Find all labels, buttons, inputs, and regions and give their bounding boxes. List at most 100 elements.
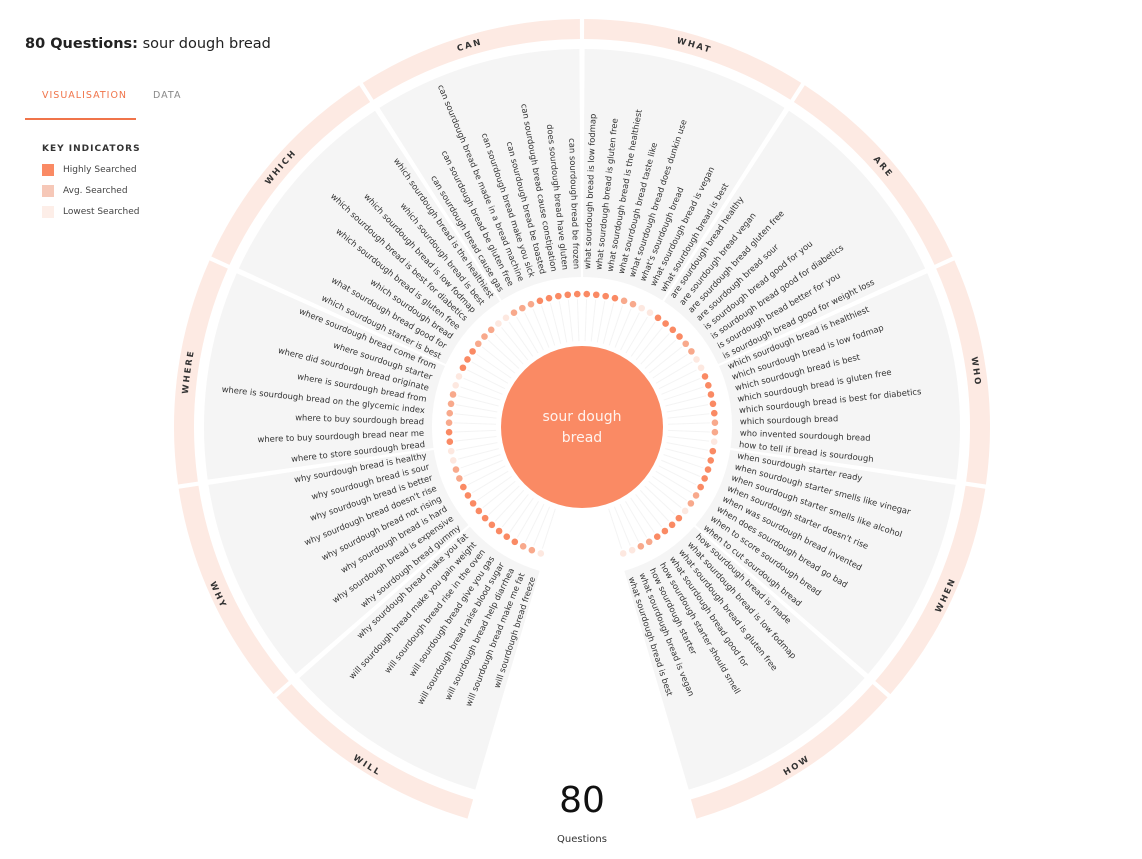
search-volume-dot[interactable] xyxy=(628,546,636,554)
search-volume-dot[interactable] xyxy=(445,428,453,436)
search-volume-dot[interactable] xyxy=(669,326,677,334)
search-volume-dot[interactable] xyxy=(446,438,454,446)
category-ring[interactable] xyxy=(178,485,289,695)
search-volume-dot[interactable] xyxy=(709,447,717,455)
search-volume-dot[interactable] xyxy=(445,419,453,427)
search-volume-dot[interactable] xyxy=(645,538,653,546)
search-volume-dot[interactable] xyxy=(692,492,700,499)
search-volume-dot[interactable] xyxy=(519,304,526,312)
question-text[interactable]: where to buy sourdough bread xyxy=(295,412,424,426)
search-volume-dot[interactable] xyxy=(495,320,502,327)
search-volume-dot[interactable] xyxy=(611,294,619,302)
search-volume-dot[interactable] xyxy=(474,340,482,348)
search-volume-dot[interactable] xyxy=(503,533,511,540)
search-volume-dot[interactable] xyxy=(564,291,572,299)
search-volume-dot[interactable] xyxy=(536,297,544,305)
category-ring[interactable] xyxy=(875,485,986,695)
search-volume-dot[interactable] xyxy=(654,314,662,322)
search-volume-dot[interactable] xyxy=(629,300,637,308)
search-volume-dot[interactable] xyxy=(701,475,708,482)
search-volume-dot[interactable] xyxy=(668,521,676,529)
search-volume-dot[interactable] xyxy=(681,507,689,515)
search-volume-dot[interactable] xyxy=(519,542,527,550)
search-volume-dot[interactable] xyxy=(583,290,591,298)
search-volume-dot[interactable] xyxy=(710,438,718,446)
question-text[interactable]: which sourdough bread xyxy=(740,413,839,426)
search-volume-dot[interactable] xyxy=(620,297,628,305)
search-volume-dot[interactable] xyxy=(710,409,718,417)
search-volume-dot[interactable] xyxy=(456,475,463,482)
search-volume-dot[interactable] xyxy=(502,314,510,322)
question-text[interactable]: can sourdough bread be frozen xyxy=(567,138,582,269)
search-volume-dot[interactable] xyxy=(464,356,471,363)
category-ring[interactable] xyxy=(362,19,580,100)
spoke xyxy=(524,503,545,543)
search-volume-dot[interactable] xyxy=(638,304,645,312)
tab-visualisation[interactable]: VISUALISATION xyxy=(42,90,128,101)
search-volume-dot[interactable] xyxy=(469,500,477,507)
search-volume-dot[interactable] xyxy=(704,466,712,473)
search-volume-dot[interactable] xyxy=(675,514,683,522)
search-volume-dot[interactable] xyxy=(709,400,717,408)
search-volume-dot[interactable] xyxy=(460,483,467,491)
tab-data[interactable]: DATA xyxy=(153,90,182,101)
search-volume-dot[interactable] xyxy=(449,457,457,464)
search-volume-dot[interactable] xyxy=(447,447,455,455)
category-ring[interactable] xyxy=(276,684,474,819)
search-volume-dot[interactable] xyxy=(510,309,518,316)
search-volume-dot[interactable] xyxy=(711,419,719,427)
search-volume-dot[interactable] xyxy=(511,538,519,546)
category-ring[interactable] xyxy=(174,260,228,485)
search-volume-dot[interactable] xyxy=(537,550,545,557)
search-volume-dot[interactable] xyxy=(637,542,645,550)
search-volume-dot[interactable] xyxy=(697,483,704,491)
search-volume-dot[interactable] xyxy=(693,356,700,363)
search-volume-dot[interactable] xyxy=(707,391,715,398)
search-volume-dot[interactable] xyxy=(662,320,669,327)
search-volume-dot[interactable] xyxy=(488,521,496,529)
search-volume-dot[interactable] xyxy=(711,428,719,436)
search-volume-dot[interactable] xyxy=(653,533,661,540)
search-volume-dot[interactable] xyxy=(682,340,690,348)
search-volume-dot[interactable] xyxy=(527,300,535,308)
search-volume-dot[interactable] xyxy=(528,546,536,554)
search-volume-dot[interactable] xyxy=(545,294,553,302)
search-volume-dot[interactable] xyxy=(449,391,457,398)
search-volume-dot[interactable] xyxy=(452,466,460,473)
search-volume-dot[interactable] xyxy=(676,333,683,340)
search-volume-dot[interactable] xyxy=(475,507,483,515)
search-volume-dot[interactable] xyxy=(661,527,669,535)
search-volume-dot[interactable] xyxy=(688,348,695,355)
search-volume-dot[interactable] xyxy=(459,364,467,372)
search-volume-dot[interactable] xyxy=(452,382,459,389)
search-volume-dot[interactable] xyxy=(469,348,476,355)
category-ring[interactable] xyxy=(211,85,371,265)
search-volume-dot[interactable] xyxy=(455,373,463,380)
search-volume-dot[interactable] xyxy=(697,364,705,372)
search-volume-dot[interactable] xyxy=(646,309,654,316)
search-volume-dot[interactable] xyxy=(464,492,472,499)
search-volume-dot[interactable] xyxy=(446,409,454,417)
search-volume-dot[interactable] xyxy=(487,326,495,334)
search-volume-dot[interactable] xyxy=(573,290,581,298)
search-volume-dot[interactable] xyxy=(687,500,695,507)
search-volume-dot[interactable] xyxy=(619,550,627,557)
search-volume-dot[interactable] xyxy=(707,457,715,464)
search-volume-dot[interactable] xyxy=(602,292,609,300)
search-volume-dot[interactable] xyxy=(701,373,709,380)
search-volume-dot[interactable] xyxy=(555,292,562,300)
category-ring[interactable] xyxy=(793,85,953,265)
search-volume-dot[interactable] xyxy=(447,400,455,408)
search-volume-dot[interactable] xyxy=(481,514,489,522)
category-ring[interactable] xyxy=(584,19,802,100)
search-volume-dot[interactable] xyxy=(592,291,600,299)
search-volume-dot[interactable] xyxy=(705,382,712,389)
category-ring[interactable] xyxy=(936,260,990,485)
search-volume-dot[interactable] xyxy=(481,333,488,340)
search-volume-dot[interactable] xyxy=(495,527,503,535)
category-ring[interactable] xyxy=(690,684,888,819)
